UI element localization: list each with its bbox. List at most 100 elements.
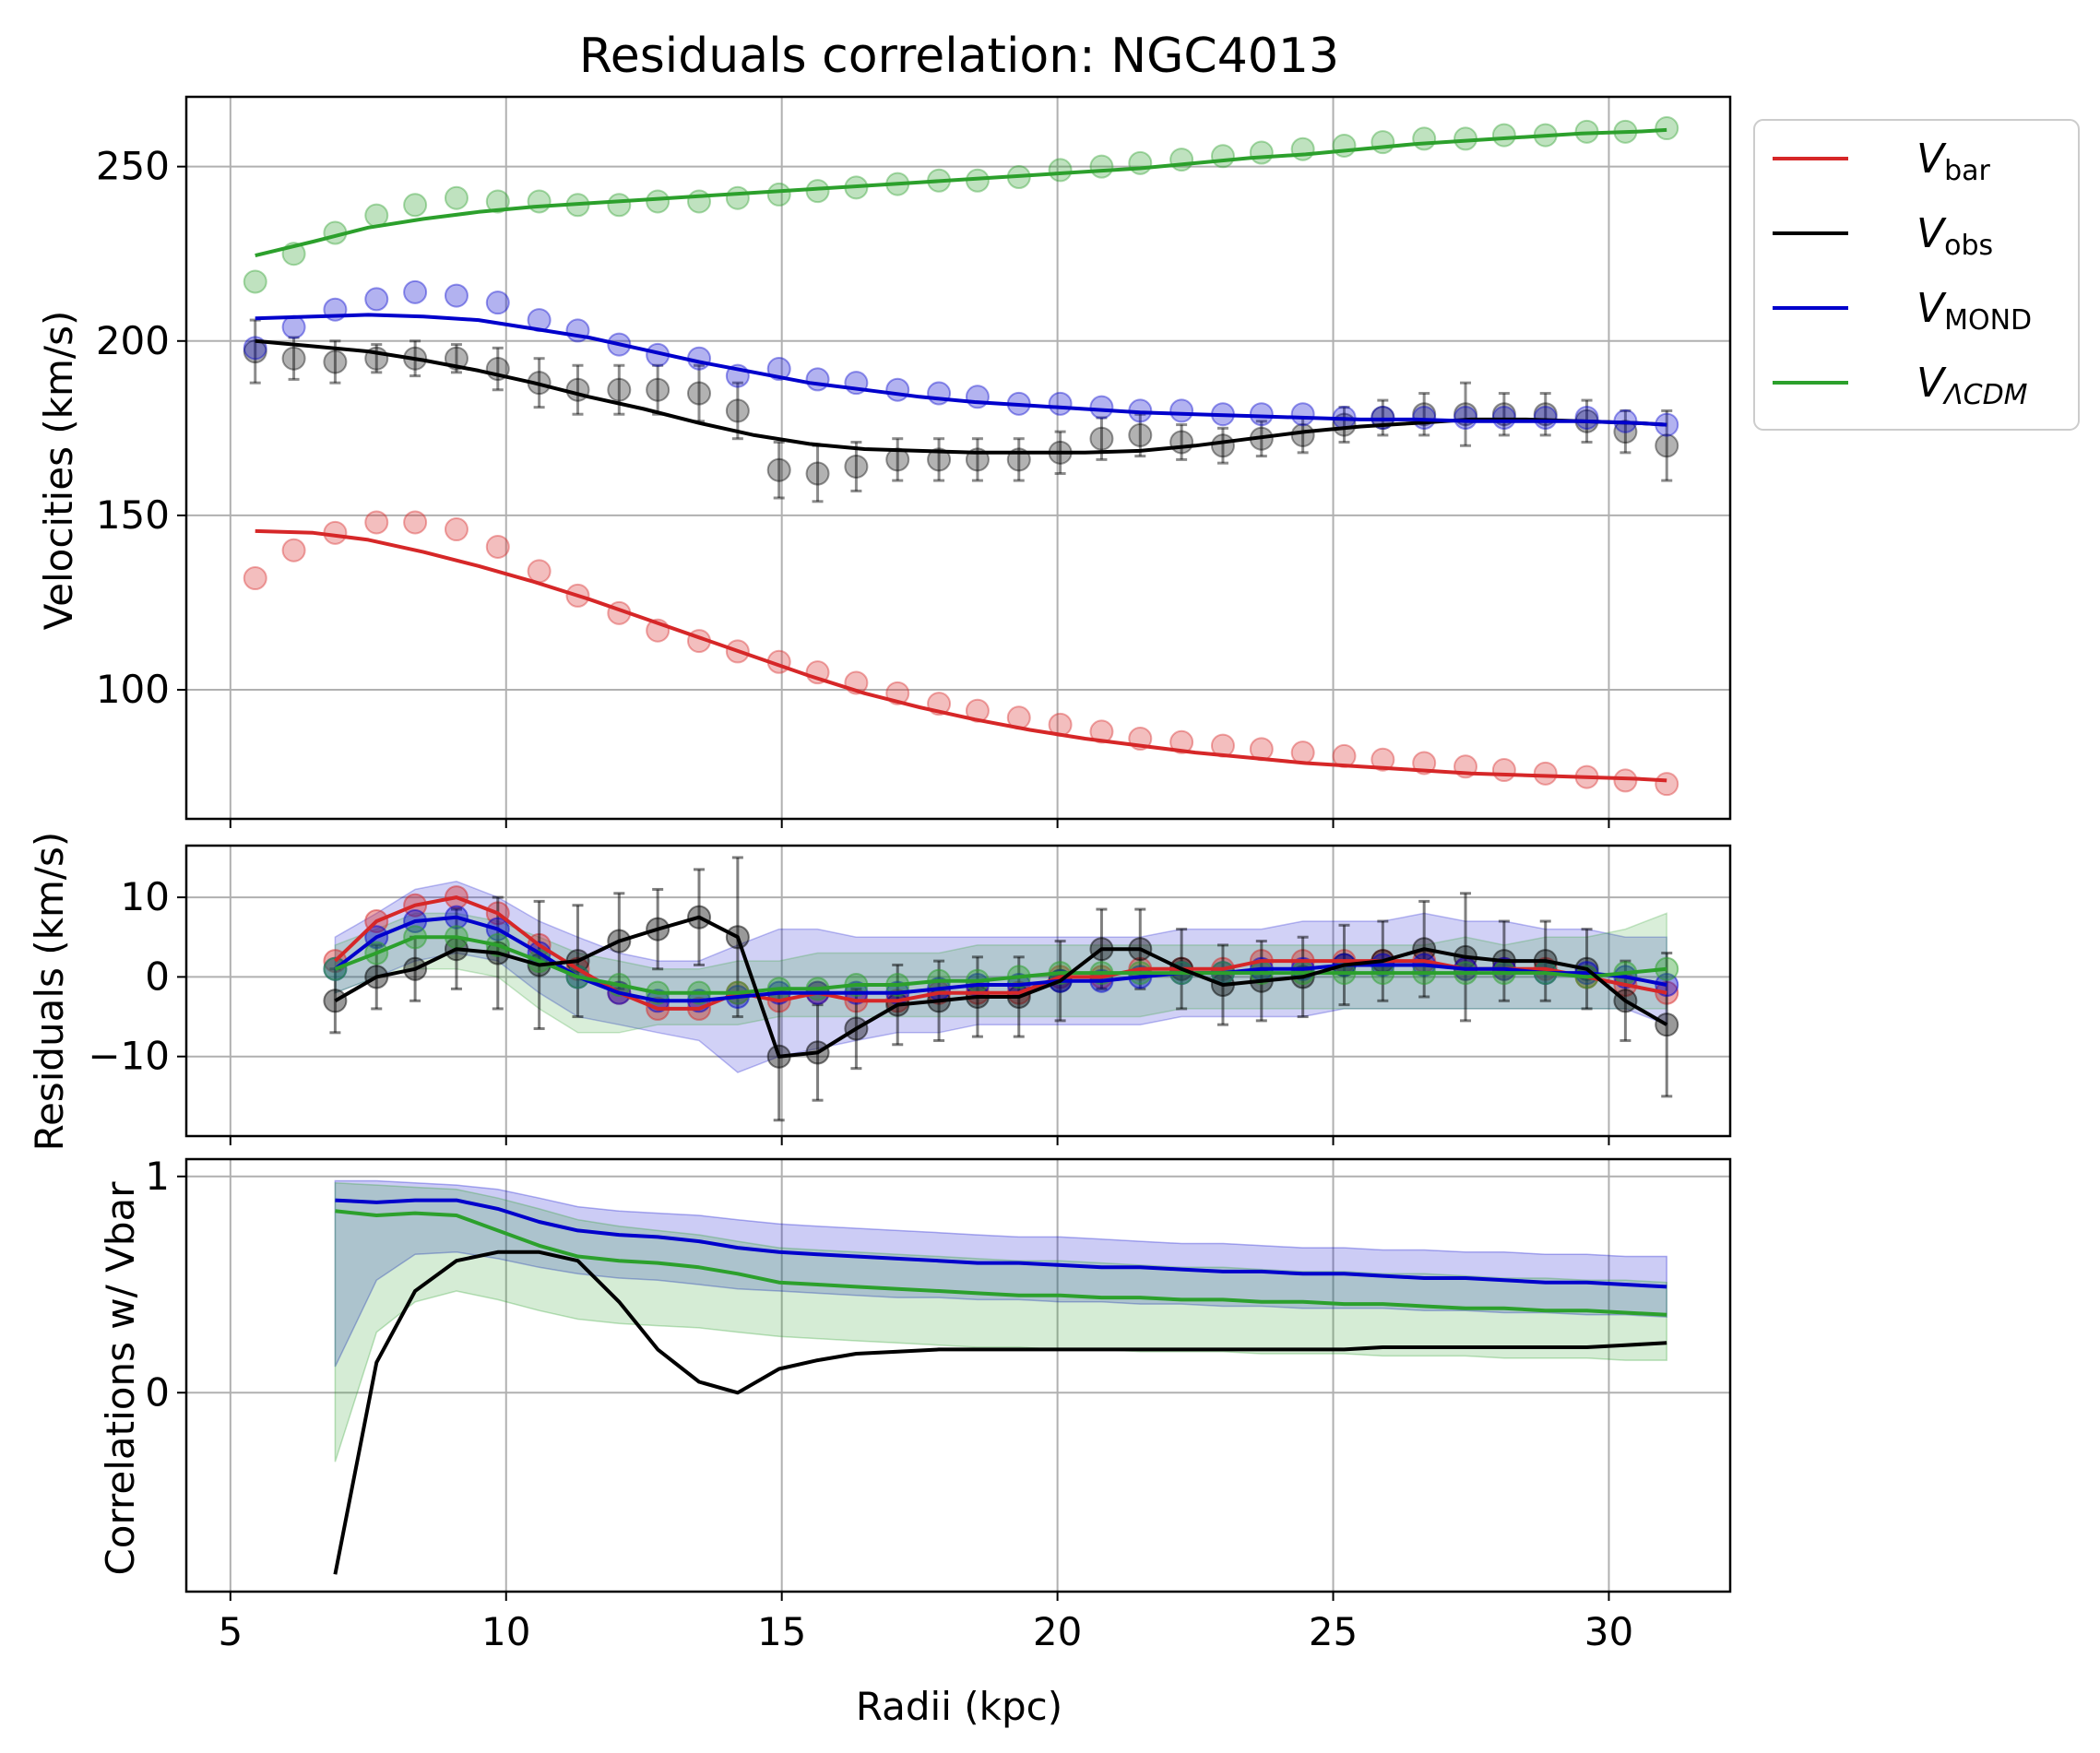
velocities-point-mond-5	[444, 283, 469, 308]
correlations-band-lcdm	[334, 1182, 1667, 1463]
correlations-frame	[184, 1157, 1732, 1593]
velocities-plot-area	[243, 116, 1679, 797]
velocities-point-bar-7	[527, 559, 552, 584]
velocities-point-lcdm-6	[485, 189, 510, 214]
velocities-y-tick-label-1: 150	[96, 492, 170, 538]
velocities-point-obs-14	[805, 461, 830, 486]
legend-entry-vbar: Vbar	[1773, 136, 1991, 187]
velocities-point-mond-23	[1169, 398, 1194, 423]
velocities-point-lcdm-23	[1169, 148, 1194, 172]
velocities-point-obs-35	[1655, 433, 1679, 458]
correlations-grid	[186, 1159, 1730, 1592]
velocities-point-mond-26	[1290, 402, 1315, 427]
chart-title: Residuals correlation: NGC4013	[579, 29, 1339, 84]
legend-entry-vobs: Vobs	[1773, 210, 1993, 262]
velocities-point-lcdm-11	[687, 189, 712, 214]
velocities-point-lcdm-26	[1290, 136, 1315, 161]
velocities-point-mond-1	[281, 314, 306, 339]
residuals-panel: 10 0 −10	[88, 844, 1732, 1145]
residuals-y-tick-label-1: 0	[145, 953, 170, 999]
residuals-y-axis-label: Residuals (km/s)	[27, 832, 72, 1152]
velocities-point-obs-1	[281, 346, 306, 371]
velocities-point-obs-15	[844, 454, 869, 479]
velocities-point-bar-3	[364, 510, 389, 535]
velocities-point-obs-0	[243, 339, 267, 364]
x-tick-label-5: 5	[218, 1609, 243, 1654]
residuals-line-bar	[334, 895, 1667, 1011]
velocities-point-mond-32	[1533, 406, 1558, 430]
velocities-point-lcdm-9	[607, 193, 632, 218]
x-tick-label-15: 15	[757, 1609, 806, 1654]
velocities-point-lcdm-0	[243, 269, 267, 294]
x-tick-label-20: 20	[1033, 1609, 1082, 1654]
velocities-point-bar-32	[1533, 761, 1558, 786]
velocities-point-lcdm-21	[1089, 154, 1114, 179]
correlations-plot-area	[333, 1179, 1667, 1575]
svg-text:Vobs: Vobs	[1916, 210, 1993, 262]
residuals-grid	[186, 846, 1730, 1136]
velocities-point-mond-14	[805, 367, 830, 392]
velocities-point-obs-22	[1128, 422, 1153, 447]
residuals-line-mond	[334, 915, 1667, 1003]
velocities-point-lcdm-3	[364, 203, 389, 228]
legend-entry-vmond: VMOND	[1773, 285, 2032, 337]
velocities-points-obs	[243, 318, 1679, 503]
legend-main-vobs: V	[1916, 210, 1947, 257]
velocities-point-lcdm-7	[527, 189, 552, 214]
velocities-point-bar-23	[1169, 729, 1194, 754]
velocities-point-lcdm-5	[444, 185, 469, 210]
velocities-point-obs-10	[646, 377, 670, 402]
velocities-point-obs-2	[323, 349, 348, 374]
velocities-point-mond-6	[485, 290, 510, 315]
velocities-point-lcdm-22	[1128, 150, 1153, 175]
correlations-y-axis-label: Correlations w/ Vbar	[98, 1181, 143, 1576]
correlations-y-tick-label-1: 0	[145, 1369, 170, 1415]
x-tick-label-30: 30	[1584, 1609, 1633, 1654]
x-tick-label-10: 10	[481, 1609, 530, 1654]
legend-sub-vobs: obs	[1944, 230, 1993, 262]
velocities-point-lcdm-24	[1210, 144, 1235, 169]
velocities-point-bar-28	[1370, 747, 1395, 772]
velocities-point-bar-34	[1613, 768, 1638, 793]
velocities-fit-line-mond	[255, 313, 1667, 427]
legend-main-vbar: V	[1916, 136, 1947, 183]
velocities-point-lcdm-20	[1048, 158, 1073, 183]
velocities-y-axis-label: Velocities (km/s)	[36, 311, 81, 631]
velocities-point-lcdm-27	[1332, 133, 1357, 158]
correlations-line-lcdm	[335, 1209, 1667, 1317]
velocities-panel: 100 150 200 250	[96, 95, 1732, 828]
legend: Vbar Vobs VMOND VΛCDM	[1753, 119, 2080, 431]
velocities-point-obs-26	[1290, 422, 1315, 447]
velocities-point-lcdm-31	[1491, 123, 1516, 148]
velocities-point-bar-35	[1655, 772, 1679, 797]
velocities-point-bar-0	[243, 566, 267, 590]
velocities-point-obs-23	[1169, 430, 1194, 455]
residuals-frame	[184, 844, 1732, 1138]
velocities-point-obs-11	[687, 381, 712, 406]
velocities-point-bar-6	[485, 534, 510, 559]
velocities-point-mond-20	[1048, 391, 1073, 416]
legend-main-vlcdm: V	[1916, 360, 1947, 407]
correlations-band-mond	[334, 1179, 1667, 1368]
velocities-point-mond-4	[403, 279, 428, 304]
legend-sub-vlcdm: ΛCDM	[1942, 379, 2028, 411]
residuals-line-obs	[334, 915, 1668, 1059]
velocities-point-mond-33	[1574, 406, 1599, 430]
residuals-y-tick-label-2: −10	[88, 1034, 170, 1079]
velocities-point-obs-17	[927, 447, 952, 472]
velocities-ticks: 100 150 200 250	[96, 144, 1610, 828]
velocities-point-lcdm-28	[1370, 130, 1395, 155]
residuals-ticks: 10 0 −10	[88, 874, 1610, 1145]
velocities-grid	[186, 97, 1730, 819]
velocities-y-tick-label-0: 100	[96, 667, 170, 712]
velocities-point-obs-21	[1089, 426, 1114, 451]
velocities-point-obs-9	[607, 377, 632, 402]
legend-main-vmond: V	[1916, 285, 1947, 332]
correlations-line-obs	[333, 1250, 1667, 1575]
velocities-point-mond-16	[885, 377, 910, 402]
velocities-point-mond-3	[364, 287, 389, 312]
velocities-y-tick-label-3: 250	[96, 144, 170, 189]
svg-text:VMOND: VMOND	[1916, 285, 2032, 337]
